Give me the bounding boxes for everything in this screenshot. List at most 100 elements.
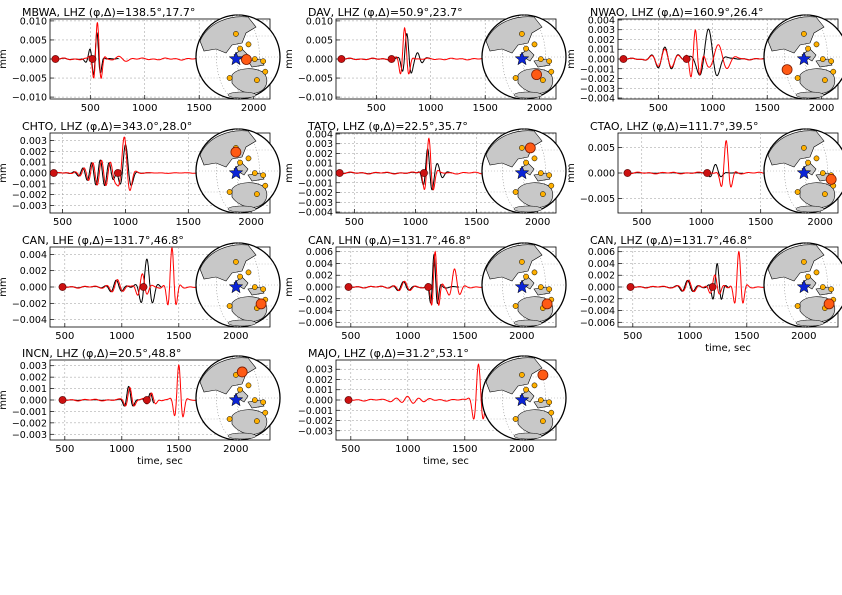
y-tick-label: −0.003 bbox=[12, 201, 47, 212]
plot-title: DAV, LHZ (φ,Δ)=50.9°,23.7° bbox=[308, 6, 463, 19]
meridian bbox=[784, 128, 828, 214]
epicenter-star-icon bbox=[514, 392, 530, 407]
plot-title: MBWA, LHZ (φ,Δ)=138.5°,17.7° bbox=[22, 6, 195, 19]
y-tick-label: 0.003 bbox=[20, 361, 47, 372]
y-tick-label: 0.005 bbox=[20, 35, 47, 46]
station-dot bbox=[523, 273, 529, 280]
station-highlight bbox=[236, 366, 248, 378]
y-tick-label: 0.000 bbox=[20, 396, 47, 407]
station-dot bbox=[519, 259, 525, 265]
meridian bbox=[216, 14, 260, 100]
station-dot bbox=[262, 68, 269, 75]
y-tick-label: 0.005 bbox=[306, 35, 333, 46]
y-tick-label: 0.000 bbox=[306, 55, 333, 66]
meridian bbox=[216, 242, 260, 328]
y-axis-label: mm bbox=[284, 163, 295, 182]
subplot: CAN, LHZ (φ,Δ)=131.7°,46.8° −0.006−0.004−… bbox=[580, 234, 842, 354]
x-tick-label: 2000 bbox=[223, 444, 248, 455]
x-tick-label: 500 bbox=[341, 331, 360, 342]
phase-marker bbox=[337, 55, 346, 63]
station-dot bbox=[226, 75, 233, 81]
phase-marker bbox=[623, 169, 632, 177]
phase-marker bbox=[703, 169, 712, 177]
y-tick-label: 0.001 bbox=[306, 159, 333, 170]
subplot: MAJO, LHZ (φ,Δ)=31.2°,53.1° −0.003−0.002−… bbox=[298, 347, 567, 467]
x-tick-label: 1000 bbox=[113, 217, 138, 228]
station-dot bbox=[813, 269, 820, 276]
phase-marker bbox=[113, 169, 122, 177]
y-tick-label: 0.006 bbox=[306, 247, 333, 258]
globe-inset bbox=[195, 355, 281, 441]
x-tick-label: 1000 bbox=[418, 103, 443, 114]
phase-marker bbox=[142, 396, 151, 404]
y-tick-label: −0.004 bbox=[298, 306, 333, 317]
station-dot bbox=[548, 409, 555, 416]
station-dot bbox=[233, 259, 239, 265]
subplot: CAN, LHN (φ,Δ)=131.7°,46.8° −0.006−0.004−… bbox=[284, 234, 567, 342]
x-tick-label: 2000 bbox=[809, 103, 834, 114]
station-dot bbox=[262, 409, 269, 416]
station-dot bbox=[813, 155, 820, 162]
station-dot bbox=[512, 303, 519, 309]
epicenter-star-icon bbox=[228, 392, 244, 407]
y-tick-label: −0.010 bbox=[12, 93, 47, 104]
station-dot bbox=[546, 172, 553, 179]
y-tick-label: 0.000 bbox=[306, 169, 333, 180]
globe-inset bbox=[481, 242, 567, 328]
asia-landmass bbox=[767, 130, 825, 168]
station-dot bbox=[523, 159, 529, 166]
y-tick-label: 0.002 bbox=[306, 375, 333, 386]
station-dot bbox=[819, 170, 826, 176]
y-axis-label: mm bbox=[566, 49, 577, 68]
station-highlight bbox=[240, 54, 252, 65]
x-tick-label: 1000 bbox=[395, 331, 420, 342]
station-dot bbox=[546, 58, 553, 65]
y-tick-label: −0.002 bbox=[298, 188, 333, 199]
station-dot bbox=[794, 303, 801, 309]
asia-landmass bbox=[485, 357, 543, 395]
station-dot bbox=[512, 416, 519, 422]
station-dot bbox=[262, 182, 269, 189]
phase-marker bbox=[58, 396, 67, 404]
y-tick-label: 0.002 bbox=[20, 373, 47, 384]
y-tick-label: 0.001 bbox=[306, 385, 333, 396]
y-tick-label: 0.002 bbox=[20, 147, 47, 158]
meridian bbox=[784, 14, 828, 100]
y-axis-label: mm bbox=[566, 163, 577, 182]
x-axis-label: time, sec bbox=[137, 456, 183, 467]
station-dot bbox=[260, 172, 267, 179]
station-dot bbox=[531, 155, 538, 162]
phase-marker bbox=[619, 55, 628, 63]
x-tick-label: 500 bbox=[55, 331, 74, 342]
phase-marker bbox=[88, 55, 97, 63]
australia-landmass bbox=[517, 68, 554, 94]
y-tick-label: −0.003 bbox=[298, 426, 333, 437]
station-dot bbox=[251, 397, 258, 403]
y-tick-label: −0.005 bbox=[580, 194, 615, 205]
station-dot bbox=[233, 31, 239, 37]
y-tick-label: −0.001 bbox=[298, 406, 333, 417]
station-dot bbox=[251, 170, 258, 176]
y-tick-label: 0.002 bbox=[306, 149, 333, 160]
globe-inset bbox=[763, 128, 842, 214]
y-tick-label: −0.006 bbox=[298, 318, 333, 329]
y-tick-label: 0.010 bbox=[20, 16, 47, 27]
plot-title: CHTO, LHZ (φ,Δ)=343.0°,28.0° bbox=[22, 120, 192, 133]
y-tick-label: −0.002 bbox=[580, 74, 615, 85]
station-dot bbox=[531, 41, 538, 48]
y-tick-label: −0.006 bbox=[580, 318, 615, 329]
x-axis-label: time, sec bbox=[423, 456, 469, 467]
subplot: MBWA, LHZ (φ,Δ)=138.5°,17.7° −0.010 −0.005… bbox=[0, 6, 281, 114]
x-tick-label: 1500 bbox=[464, 217, 489, 228]
y-tick-label: 0.003 bbox=[306, 139, 333, 150]
station-dot bbox=[237, 386, 243, 393]
y-tick-label: −0.002 bbox=[12, 299, 47, 310]
station-dot bbox=[237, 159, 243, 166]
station-dot bbox=[519, 31, 525, 37]
station-dot bbox=[822, 191, 828, 197]
phase-marker bbox=[626, 283, 635, 291]
station-dot bbox=[260, 58, 267, 65]
station-highlight bbox=[825, 173, 837, 185]
station-dot bbox=[794, 75, 801, 81]
